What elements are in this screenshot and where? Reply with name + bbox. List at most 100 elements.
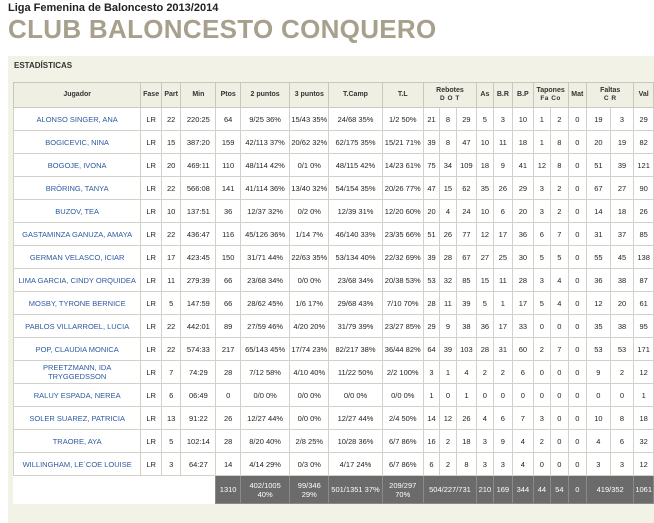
col-rebotes-label: Rebotes — [436, 87, 464, 94]
total-tcamp: 501/1351 37% — [328, 475, 383, 504]
table-row: TRAORE, AYA LR 5 102:14 28 8/20 40% 2/8 25% 10/… — [12, 429, 654, 453]
player-name[interactable]: GASTAMINZA GANUZA, AMAYA — [12, 222, 142, 246]
totals-row: 1310 402/1005 40% 99/346 29% 501/1351 37… — [13, 475, 654, 504]
bp-cell: 10 — [512, 107, 534, 131]
tap-co-cell: 0 — [550, 452, 569, 476]
player-name[interactable]: MOSBY, TYRONE BERNICE — [12, 291, 142, 315]
reb-d-cell: 20 — [422, 199, 441, 223]
tcamp-cell: 23/68 34% — [328, 268, 383, 292]
mat-cell: 0 — [567, 130, 588, 154]
faltas-c-cell: 36 — [586, 268, 611, 292]
player-name[interactable]: TRAORE, AYA — [12, 429, 142, 453]
val-cell: 29 — [633, 107, 654, 131]
reb-d-cell: 64 — [422, 337, 441, 361]
3-puntos-cell: 0/0 0% — [289, 268, 330, 292]
reb-t-cell: 29 — [455, 107, 478, 131]
bp-cell: 36 — [512, 222, 534, 246]
bp-cell: 33 — [512, 314, 534, 338]
player-name[interactable]: BOGOJE, IVONA — [12, 153, 142, 177]
faltas-r-cell: 19 — [609, 130, 635, 154]
player-name[interactable]: BOGICEVIC, NINA — [12, 130, 142, 154]
col-tapones: Tapones Fa Co — [532, 82, 569, 108]
tap-fa-cell: 3 — [532, 199, 552, 223]
player-name[interactable]: POP, CLAUDIA MONICA — [12, 337, 142, 361]
player-name[interactable]: BRÖRING, TANYA — [12, 176, 142, 200]
table-row: GASTAMINZA GANUZA, AMAYA LR 22 436:47 116 45/… — [12, 222, 654, 246]
ptos-cell: 66 — [215, 291, 241, 315]
reb-t-cell: 103 — [455, 337, 478, 361]
br-cell: 6 — [492, 406, 514, 430]
player-name[interactable]: PREETZMANN, IDA TRYGGEDSSON — [12, 360, 142, 384]
ptos-cell: 0 — [215, 383, 241, 407]
tcamp-cell: 82/217 38% — [328, 337, 383, 361]
col-part: Part — [160, 82, 182, 108]
faltas-c-cell: 51 — [586, 153, 611, 177]
reb-o-cell: 2 — [439, 429, 457, 453]
ptos-cell: 217 — [215, 337, 241, 361]
tl-cell: 20/26 77% — [381, 176, 424, 200]
as-cell: 5 — [476, 291, 494, 315]
reb-t-cell: 77 — [455, 222, 478, 246]
tap-fa-cell: 5 — [532, 245, 552, 269]
part-cell: 10 — [160, 199, 182, 223]
tap-fa-cell: 1 — [532, 107, 552, 131]
3-puntos-cell: 4/10 40% — [289, 360, 330, 384]
player-name[interactable]: PABLOS VILLARROEL, LUCIA — [12, 314, 142, 338]
player-name[interactable]: GERMAN VELASCO, ICIAR — [12, 245, 142, 269]
fase-cell: LR — [140, 199, 162, 223]
min-cell: 566:08 — [180, 176, 217, 200]
player-name[interactable]: RALUY ESPADA, NEREA — [12, 383, 142, 407]
fase-cell: LR — [140, 222, 162, 246]
min-cell: 147:59 — [180, 291, 217, 315]
reb-d-cell: 14 — [422, 406, 441, 430]
as-cell: 10 — [476, 199, 494, 223]
tcamp-cell: 24/68 35% — [328, 107, 383, 131]
part-cell: 15 — [160, 130, 182, 154]
br-cell: 2 — [492, 360, 514, 384]
reb-t-cell: 39 — [455, 291, 478, 315]
br-cell: 3 — [492, 107, 514, 131]
as-cell: 5 — [476, 107, 494, 131]
tap-fa-cell: 0 — [532, 360, 552, 384]
player-name[interactable]: WILLINGHAM, LE`COE LOUISE — [12, 452, 142, 476]
ptos-cell: 28 — [215, 360, 241, 384]
faltas-c-cell: 12 — [586, 291, 611, 315]
fase-cell: LR — [140, 130, 162, 154]
min-cell: 91:22 — [180, 406, 217, 430]
reb-t-cell: 85 — [455, 268, 478, 292]
col-faltas-label: Faltas — [600, 87, 621, 94]
tap-fa-cell: 5 — [532, 291, 552, 315]
part-cell: 3 — [160, 452, 182, 476]
min-cell: 436:47 — [180, 222, 217, 246]
total-tap-co: 54 — [550, 475, 569, 504]
bp-cell: 18 — [512, 130, 534, 154]
reb-o-cell: 28 — [439, 245, 457, 269]
3-puntos-cell: 22/63 35% — [289, 245, 330, 269]
fase-cell: LR — [140, 452, 162, 476]
faltas-c-cell: 0 — [586, 383, 611, 407]
mat-cell: 0 — [567, 291, 588, 315]
player-name[interactable]: BUZOV, TEA — [12, 199, 142, 223]
tl-cell: 6/7 86% — [381, 452, 424, 476]
br-cell: 0 — [492, 383, 514, 407]
mat-cell: 0 — [567, 360, 588, 384]
faltas-c-cell: 67 — [586, 176, 611, 200]
ptos-cell: 64 — [215, 107, 241, 131]
stats-table: Jugador Fase Part Min Ptos 2 puntos 3 pu… — [12, 82, 654, 504]
val-cell: 18 — [633, 406, 654, 430]
col-br: B.R — [492, 82, 514, 108]
reb-t-cell: 26 — [455, 406, 478, 430]
player-name[interactable]: LIMA GARCIA, CINDY ORQUIDEA — [12, 268, 142, 292]
table-row: RALUY ESPADA, NEREA LR 6 06:49 0 0/0 0% 0/0 0%… — [12, 383, 654, 407]
br-cell: 6 — [492, 199, 514, 223]
min-cell: 387:20 — [180, 130, 217, 154]
col-ptos: Ptos — [215, 82, 241, 108]
faltas-r-cell: 3 — [609, 452, 635, 476]
faltas-r-cell: 0 — [609, 383, 635, 407]
bp-cell: 7 — [512, 406, 534, 430]
player-name[interactable]: ALONSO SINGER, ANA — [12, 107, 142, 131]
val-cell: 1 — [633, 383, 654, 407]
tap-co-cell: 8 — [550, 130, 569, 154]
part-cell: 5 — [160, 291, 182, 315]
player-name[interactable]: SOLER SUAREZ, PATRICIA — [12, 406, 142, 430]
